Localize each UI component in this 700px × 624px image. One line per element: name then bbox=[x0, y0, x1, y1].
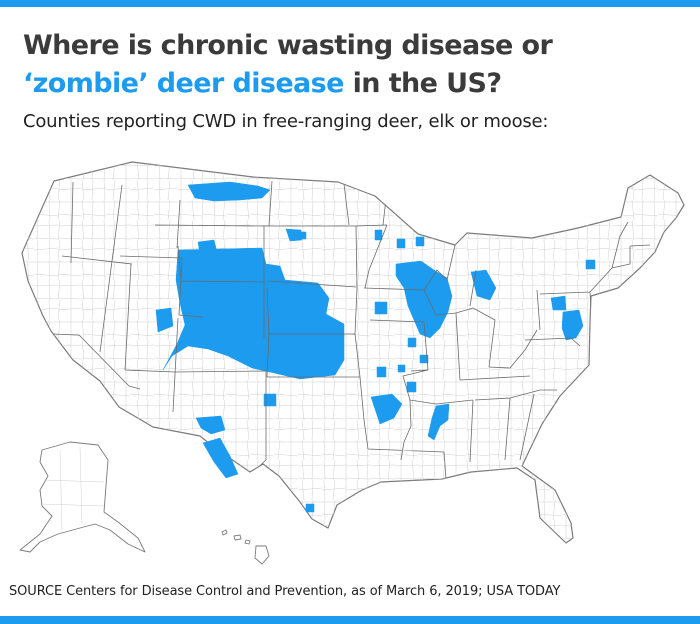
bottom-accent-bar bbox=[0, 616, 700, 624]
cwd-region-montana-north bbox=[187, 181, 271, 202]
cwd-region-south-dakota bbox=[285, 228, 303, 242]
source-credit: SOURCE Centers for Disease Control and P… bbox=[9, 584, 561, 599]
cwd-region-iowa bbox=[374, 301, 388, 315]
hawaii-island-3 bbox=[244, 539, 251, 545]
cwd-region-missouri-central bbox=[397, 364, 406, 373]
cwd-region-texas-panhandle bbox=[305, 503, 315, 513]
cwd-region-minnesota bbox=[374, 229, 383, 241]
hawaii-island-4 bbox=[254, 545, 270, 565]
headline-line-1: Where is chronic wasting disease or bbox=[23, 30, 553, 61]
cwd-region-north-dakota bbox=[300, 231, 307, 240]
subheadline: Counties reporting CWD in free-ranging d… bbox=[23, 111, 549, 132]
cwd-region-missouri-north bbox=[407, 337, 417, 348]
alaska-shape bbox=[19, 441, 146, 553]
cwd-region-wyoming-colorado bbox=[162, 247, 345, 380]
cwd-region-arkansas bbox=[370, 393, 403, 425]
cwd-counties bbox=[155, 181, 596, 513]
cwd-region-maryland-virginia bbox=[561, 309, 584, 341]
hawaii-island-1 bbox=[221, 529, 228, 536]
hawaii-inset bbox=[221, 529, 270, 565]
cwd-region-tennessee-mississippi bbox=[427, 403, 450, 441]
top-accent-bar bbox=[0, 0, 700, 7]
us-cwd-map bbox=[19, 161, 685, 565]
conus-outline bbox=[21, 161, 685, 544]
cwd-region-michigan bbox=[470, 269, 497, 301]
cwd-region-pennsylvania bbox=[550, 295, 567, 311]
cwd-region-wisconsin-north bbox=[396, 238, 406, 249]
conus-map bbox=[19, 161, 685, 565]
cwd-region-nebraska-panhandle bbox=[289, 285, 315, 309]
cwd-region-missouri-south bbox=[406, 381, 417, 393]
state-border-lines bbox=[51, 180, 651, 480]
cwd-region-michigan-up bbox=[415, 236, 425, 247]
headline-line-2-rest: in the US? bbox=[343, 68, 502, 99]
headline: Where is chronic wasting disease or ‘zom… bbox=[23, 27, 553, 103]
cwd-region-new-mexico bbox=[195, 415, 226, 435]
headline-accent: ‘zombie’ deer disease bbox=[23, 68, 344, 99]
hawaii-island-2 bbox=[233, 534, 242, 541]
cwd-region-missouri-west bbox=[376, 366, 387, 378]
cwd-region-missouri-east bbox=[419, 354, 429, 364]
alaska-inset bbox=[19, 441, 146, 553]
state-borders bbox=[51, 180, 651, 480]
cwd-region-utah bbox=[155, 307, 174, 333]
cwd-region-new-york bbox=[585, 259, 596, 270]
cwd-region-kansas bbox=[263, 393, 277, 407]
cwd-region-texas-nm bbox=[202, 437, 239, 479]
alaska-internal-lines bbox=[41, 445, 105, 531]
